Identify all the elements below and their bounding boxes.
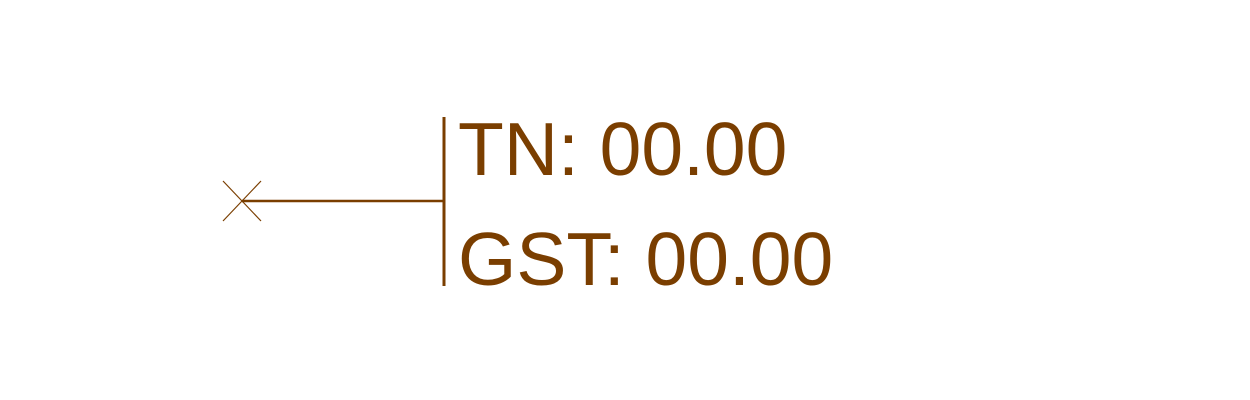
tn-label: TN: 00.00 [458,107,787,191]
gst-label: GST: 00.00 [458,217,833,301]
